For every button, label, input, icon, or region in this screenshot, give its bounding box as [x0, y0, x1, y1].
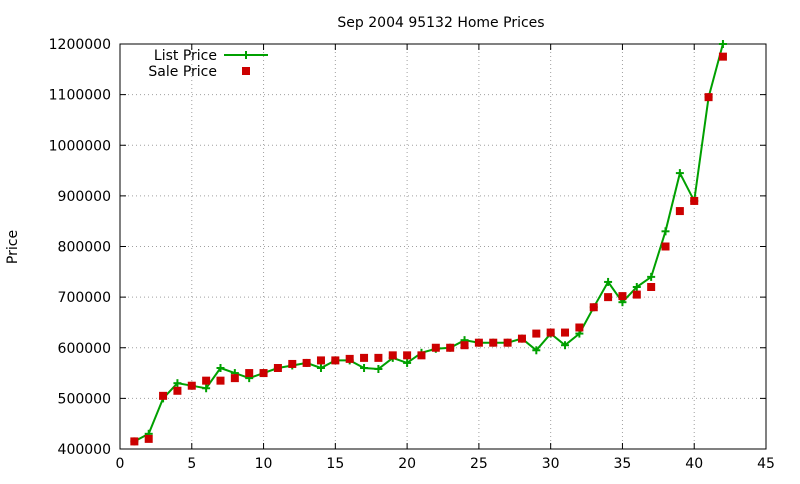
sale-price-point: [503, 338, 512, 347]
y-tick-label: 1200000: [49, 37, 111, 53]
x-tick-label: 40: [685, 456, 703, 472]
sale-price-point: [446, 343, 455, 352]
y-tick-label: 700000: [58, 290, 111, 306]
x-tick-label: 15: [326, 456, 344, 472]
sale-price-point: [259, 369, 268, 378]
list-price-point: [374, 365, 383, 374]
list-price-point: [604, 277, 613, 286]
sale-price-point: [403, 351, 412, 360]
list-price-point: [661, 227, 670, 236]
sale-price-point: [561, 328, 570, 337]
list-price-point: [173, 379, 182, 388]
x-tick-label: 35: [614, 456, 632, 472]
sale-price-point: [690, 196, 699, 205]
sale-price-point: [661, 242, 670, 251]
y-tick-label: 600000: [58, 341, 111, 357]
list-price-point: [532, 346, 541, 355]
x-tick-label: 5: [187, 456, 196, 472]
y-axis-label: Price: [5, 230, 21, 264]
sale-price-point: [144, 434, 153, 443]
sale-price-point: [632, 290, 641, 299]
x-tick-label: 30: [542, 456, 560, 472]
sale-price-point: [273, 364, 282, 372]
sale-price-point: [589, 303, 598, 312]
sale-price-point: [431, 343, 440, 352]
list-price-point: [632, 283, 641, 291]
x-tick-label: 0: [116, 456, 125, 472]
y-tick-label: 800000: [58, 240, 111, 256]
y-tick-label: 1000000: [49, 138, 111, 154]
y-tick-label: 400000: [58, 442, 111, 458]
legend-label-sale-price: Sale Price: [148, 64, 217, 80]
sale-price-point: [173, 386, 182, 395]
sale-price-point: [245, 369, 254, 378]
sale-price-point: [302, 358, 311, 367]
x-tick-label: 45: [757, 456, 775, 472]
sale-price-point: [316, 356, 325, 365]
list-price-point: [675, 169, 684, 178]
sale-price-point: [604, 293, 613, 302]
list-price-point: [718, 40, 727, 48]
legend-label-list-price: List Price: [154, 48, 217, 64]
series-layer: [130, 40, 727, 446]
sale-price-point: [460, 341, 469, 350]
list-price-point: [403, 358, 412, 367]
list-price-point: [360, 364, 369, 372]
list-price-point: [202, 384, 211, 393]
sale-price-point: [159, 391, 168, 400]
y-tick-label: 900000: [58, 189, 111, 205]
sale-price-point: [704, 93, 713, 102]
x-tick-label: 20: [398, 456, 416, 472]
sale-price-point: [360, 353, 369, 362]
sale-price-point: [546, 328, 555, 337]
sale-price-point: [388, 351, 397, 360]
sale-price-point: [675, 207, 684, 216]
sale-price-point: [288, 359, 297, 368]
sale-price-point: [130, 437, 139, 446]
sale-price-point: [374, 353, 383, 362]
y-tick-label: 500000: [58, 391, 111, 407]
sale-price-point: [345, 354, 354, 363]
x-tick-label: 25: [470, 456, 488, 472]
sale-price-point: [331, 356, 340, 365]
x-tick-label: 10: [255, 456, 273, 472]
list-price-point: [561, 341, 570, 350]
list-price-point: [647, 272, 656, 281]
y-tick-label: 1100000: [49, 88, 111, 104]
axes-layer: 0 5 10 15 20 25 30 35 40 45 400000 500000 600000 7000…: [49, 37, 775, 472]
sale-price-point: [647, 283, 656, 291]
sale-price-point: [187, 381, 196, 390]
list-price-point: [216, 364, 225, 372]
sale-price-point: [489, 338, 498, 347]
list-price-point: [316, 364, 325, 372]
chart-title: Sep 2004 95132 Home Prices: [337, 15, 544, 31]
sale-price-point: [230, 374, 239, 383]
legend-swatch-square: [242, 67, 250, 75]
sale-price-point: [618, 292, 627, 301]
sale-price-point: [532, 329, 541, 338]
sale-price-point: [216, 376, 225, 385]
sale-price-point: [202, 376, 211, 385]
sale-price-point: [575, 323, 584, 332]
sale-price-point: [417, 351, 426, 360]
sale-price-point: [718, 52, 727, 61]
sale-price-point: [474, 338, 483, 347]
sale-price-point: [517, 334, 526, 343]
